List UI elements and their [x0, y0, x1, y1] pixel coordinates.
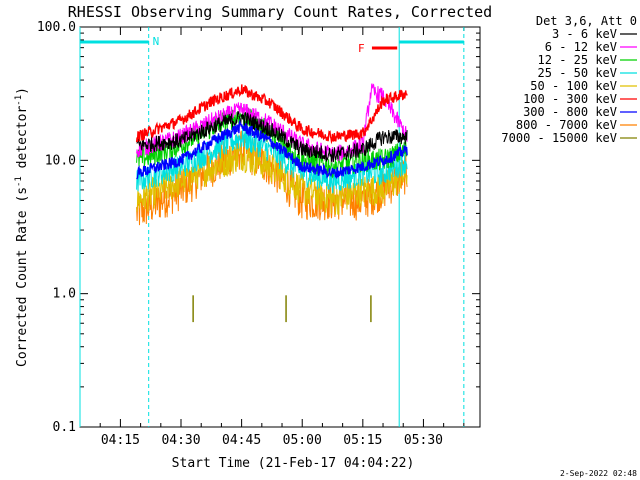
y-tick-label: 100.0: [37, 20, 76, 35]
x-tick-label: 05:15: [343, 433, 382, 448]
legend-header: Det 3,6, Att 0: [536, 14, 637, 28]
svg-text:Corrected Count Rate (s-1 dete: Corrected Count Rate (s-1 detector-1): [14, 87, 30, 367]
series-line: [135, 84, 408, 145]
legend-label: 800 - 7000 keV: [516, 118, 617, 132]
y-axis-label: Corrected Count Rate (s-1 detector-1): [14, 87, 30, 367]
legend-label: 50 - 100 keV: [530, 79, 617, 93]
series-line: [136, 119, 408, 180]
annotation-f: F: [358, 42, 365, 55]
legend-label: 300 - 800 keV: [523, 105, 617, 119]
y-tick-label: 0.1: [53, 420, 76, 435]
legend-label: 25 - 50 keV: [538, 66, 617, 80]
x-tick-label: 05:00: [283, 433, 322, 448]
legend-label: 7000 - 15000 keV: [501, 131, 617, 145]
x-tick-label: 04:30: [161, 433, 200, 448]
annotation-n: N: [153, 35, 160, 48]
series-line: [136, 130, 408, 226]
legend-label: 6 - 12 keV: [545, 40, 617, 54]
chart-title: RHESSI Observing Summary Count Rates, Co…: [68, 3, 492, 21]
axis-ticks: 100.0 10.0 1.0 0.1 04:15 04:30 04:45 05:00 05:15…: [37, 20, 480, 448]
legend-label: 3 - 6 keV: [552, 27, 617, 41]
x-tick-label: 04:45: [222, 433, 261, 448]
y-tick-label: 1.0: [53, 287, 76, 302]
x-tick-label: 05:30: [404, 433, 443, 448]
x-tick-label: 04:15: [101, 433, 140, 448]
footer-timestamp: 2-Sep-2022 02:48: [560, 469, 637, 478]
series-line: [136, 111, 408, 163]
legend-label: 12 - 25 keV: [538, 53, 617, 67]
plot-area: NF: [79, 27, 465, 427]
y-tick-label: 10.0: [45, 153, 76, 168]
plot-frame: [79, 26, 481, 428]
legend-label: 100 - 300 keV: [523, 92, 617, 106]
x-axis-label: Start Time (21-Feb-17 04:04:22): [172, 456, 415, 471]
series-line: [136, 142, 408, 215]
